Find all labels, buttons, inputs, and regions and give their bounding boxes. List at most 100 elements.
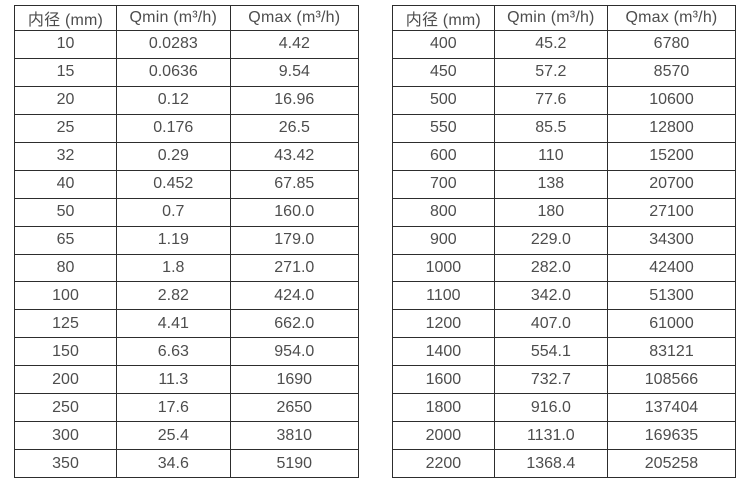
table-cell: 137404 <box>606 393 737 423</box>
table-cell: 0.0636 <box>116 57 231 87</box>
table-cell: 15 <box>13 57 118 87</box>
table-cell: 160.0 <box>229 197 360 227</box>
flow-table-small-diameters: 内径 (mm) Qmin (m³/h) Qmax (m³/h) 10 0.0283 4.4… <box>13 5 360 478</box>
table-cell: 20700 <box>606 169 737 199</box>
table-cell: 43.42 <box>229 141 360 171</box>
table-cell: 9.54 <box>229 57 360 87</box>
column-header: 内径 (mm) <box>13 5 118 31</box>
table-cell: 1368.4 <box>493 449 608 478</box>
table-cell: 1131.0 <box>493 421 608 451</box>
table-cell: 150 <box>13 337 118 367</box>
table-row: 350 34.6 5190 <box>13 449 360 478</box>
table-cell: 1100 <box>392 281 495 311</box>
table-cell: 65 <box>13 225 118 255</box>
table-cell: 2650 <box>229 393 360 423</box>
table-cell: 6.63 <box>116 337 231 367</box>
table-cell: 17.6 <box>116 393 231 423</box>
table-cell: 300 <box>13 421 118 451</box>
table-row: 1200 407.0 61000 <box>392 309 737 339</box>
table-row: 600 110 15200 <box>392 141 737 171</box>
table-cell: 2200 <box>392 449 495 478</box>
table-cell: 2000 <box>392 421 495 451</box>
table-row: 150 6.63 954.0 <box>13 337 360 367</box>
table-cell: 4.41 <box>116 309 231 339</box>
table-cell: 42400 <box>606 253 737 283</box>
table-cell: 229.0 <box>493 225 608 255</box>
table-cell: 550 <box>392 113 495 143</box>
table-cell: 83121 <box>606 337 737 367</box>
table-row: 400 45.2 6780 <box>392 30 737 59</box>
table-cell: 0.7 <box>116 197 231 227</box>
table-row: 32 0.29 43.42 <box>13 141 360 171</box>
table-cell: 1.19 <box>116 225 231 255</box>
table-cell: 51300 <box>606 281 737 311</box>
table-row: 900 229.0 34300 <box>392 225 737 255</box>
table-cell: 169635 <box>606 421 737 451</box>
table-cell: 342.0 <box>493 281 608 311</box>
table-row: 800 180 27100 <box>392 197 737 227</box>
table-row: 1600 732.7 108566 <box>392 365 737 395</box>
table-row: 10 0.0283 4.42 <box>13 30 360 59</box>
table-cell: 15200 <box>606 141 737 171</box>
table-cell: 27100 <box>606 197 737 227</box>
table-cell: 40 <box>13 169 118 199</box>
table-cell: 205258 <box>606 449 737 478</box>
table-cell: 12800 <box>606 113 737 143</box>
table-cell: 600 <box>392 141 495 171</box>
table-row: 125 4.41 662.0 <box>13 309 360 339</box>
table-cell: 10 <box>13 30 118 59</box>
table-cell: 85.5 <box>493 113 608 143</box>
table-cell: 662.0 <box>229 309 360 339</box>
table-row: 65 1.19 179.0 <box>13 225 360 255</box>
table-cell: 25 <box>13 113 118 143</box>
table-cell: 110 <box>493 141 608 171</box>
table-cell: 350 <box>13 449 118 478</box>
table-row: 200 11.3 1690 <box>13 365 360 395</box>
table-cell: 4.42 <box>229 30 360 59</box>
table-cell: 954.0 <box>229 337 360 367</box>
table-cell: 5190 <box>229 449 360 478</box>
table-row: 1800 916.0 137404 <box>392 393 737 423</box>
table-cell: 11.3 <box>116 365 231 395</box>
table-row: 20 0.12 16.96 <box>13 85 360 115</box>
table-cell: 0.0283 <box>116 30 231 59</box>
table-row: 250 17.6 2650 <box>13 393 360 423</box>
table-cell: 16.96 <box>229 85 360 115</box>
table-cell: 732.7 <box>493 365 608 395</box>
table-cell: 200 <box>13 365 118 395</box>
table-cell: 45.2 <box>493 30 608 59</box>
table-cell: 1200 <box>392 309 495 339</box>
table-cell: 108566 <box>606 365 737 395</box>
header-row: 内径 (mm) Qmin (m³/h) Qmax (m³/h) <box>13 5 360 31</box>
table-cell: 407.0 <box>493 309 608 339</box>
table-row: 15 0.0636 9.54 <box>13 57 360 87</box>
table-row: 700 138 20700 <box>392 169 737 199</box>
column-header: Qmax (m³/h) <box>229 5 360 31</box>
table-cell: 1.8 <box>116 253 231 283</box>
table-cell: 8570 <box>606 57 737 87</box>
table-cell: 100 <box>13 281 118 311</box>
table-cell: 2.82 <box>116 281 231 311</box>
table-cell: 1600 <box>392 365 495 395</box>
table-cell: 250 <box>13 393 118 423</box>
table-cell: 80 <box>13 253 118 283</box>
table-cell: 700 <box>392 169 495 199</box>
table-cell: 1690 <box>229 365 360 395</box>
table-row: 500 77.6 10600 <box>392 85 737 115</box>
table-cell: 900 <box>392 225 495 255</box>
column-header: Qmin (m³/h) <box>493 5 608 31</box>
table-cell: 61000 <box>606 309 737 339</box>
table-row: 1400 554.1 83121 <box>392 337 737 367</box>
header-row: 内径 (mm) Qmin (m³/h) Qmax (m³/h) <box>392 5 737 31</box>
table-row: 1000 282.0 42400 <box>392 253 737 283</box>
table-cell: 32 <box>13 141 118 171</box>
table-row: 1100 342.0 51300 <box>392 281 737 311</box>
table-cell: 20 <box>13 85 118 115</box>
column-header: 内径 (mm) <box>392 5 495 31</box>
table-cell: 271.0 <box>229 253 360 283</box>
column-header: Qmin (m³/h) <box>116 5 231 31</box>
table-cell: 424.0 <box>229 281 360 311</box>
table-cell: 1000 <box>392 253 495 283</box>
table-row: 50 0.7 160.0 <box>13 197 360 227</box>
